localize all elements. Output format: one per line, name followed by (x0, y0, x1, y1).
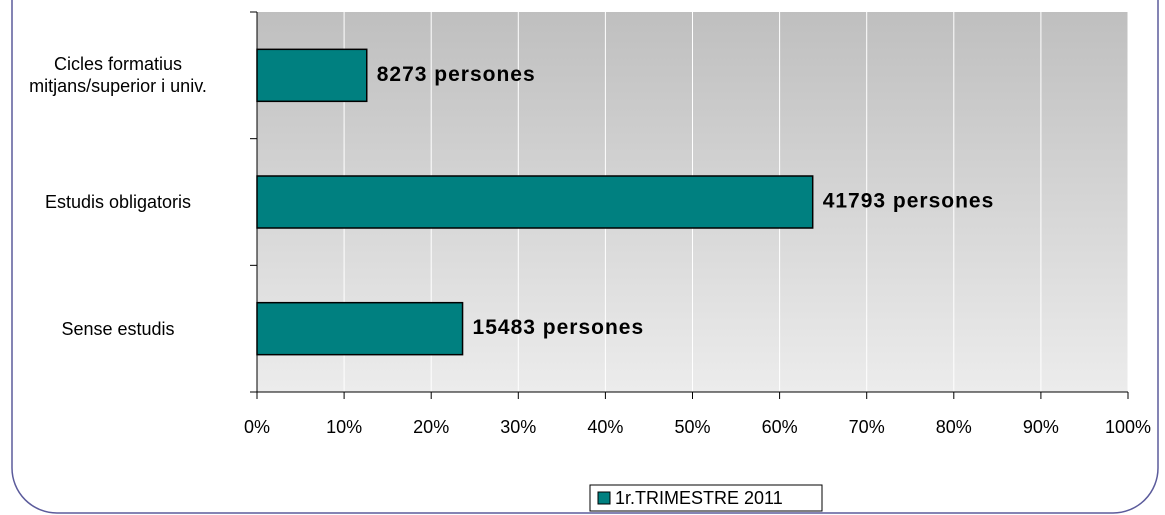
x-tick-label: 0% (244, 417, 270, 437)
x-tick-label: 90% (1023, 417, 1059, 437)
data-label: 8273 persones (377, 63, 536, 86)
x-tick-label: 100% (1105, 417, 1151, 437)
x-tick-label: 40% (587, 417, 623, 437)
legend-swatch (597, 491, 611, 505)
bar (256, 301, 464, 356)
legend (589, 484, 823, 512)
x-tick-label: 10% (326, 417, 362, 437)
x-tick-label: 30% (500, 417, 536, 437)
x-tick-label: 60% (762, 417, 798, 437)
x-tick-label: 80% (936, 417, 972, 437)
data-label: 15483 persones (473, 316, 645, 339)
x-tick-label: 70% (849, 417, 885, 437)
x-tick-label: 50% (674, 417, 710, 437)
frame (11, 0, 1159, 514)
bar (256, 48, 368, 103)
y-tick-label: Estudis obligatoris (44, 192, 192, 212)
legend-label: 1r.TRIMESTRE 2011 (615, 488, 783, 508)
x-tick-label: 20% (413, 417, 449, 437)
y-tick-label: Sense estudis (61, 318, 175, 339)
bar (256, 175, 814, 229)
y-tick-label: Cicles formatius mitjans/superior i univ… (29, 54, 207, 97)
data-label: 41793 persones (823, 190, 995, 213)
